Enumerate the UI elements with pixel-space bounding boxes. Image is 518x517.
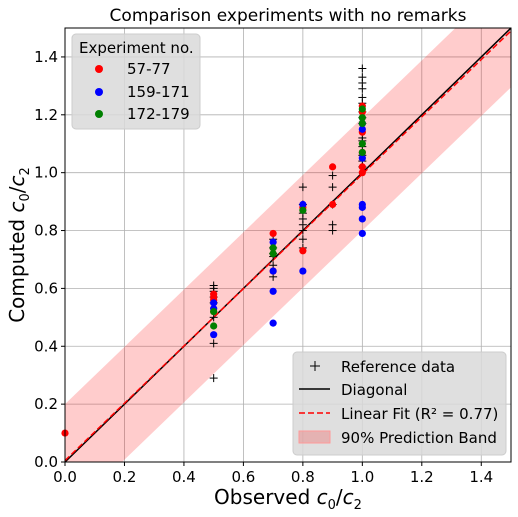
point-57-77-5	[269, 229, 277, 238]
points-layer	[61, 64, 367, 437]
y-tick-label-4: 0.8	[34, 222, 58, 240]
legend-label-band: 90% Prediction Band	[341, 429, 497, 447]
point-reference-data-19	[298, 226, 307, 235]
legend-experiments: Experiment no. 57-77 159-171 172-179	[71, 33, 201, 130]
point-159-171-4	[269, 238, 277, 246]
y-tick-label-5: 1.0	[34, 164, 58, 182]
point-57-77-10	[329, 200, 337, 209]
point-172-179-3	[269, 250, 277, 258]
legend-series-box	[292, 351, 507, 456]
legend-marker-172-179	[95, 110, 103, 118]
point-reference-data-27	[358, 64, 367, 73]
point-159-171-3	[269, 319, 277, 327]
legend-marker-57-77	[95, 65, 103, 73]
point-172-179-4	[299, 206, 307, 214]
point-reference-data-7	[209, 374, 218, 383]
legend-series: Reference data Diagonal Linear Fit (R² =…	[292, 351, 507, 456]
point-reference-data-22	[328, 171, 337, 180]
y-tick-label-3: 0.6	[34, 279, 58, 297]
y-tick-label-0: 0.0	[34, 453, 58, 471]
legend-experiments-box	[71, 33, 201, 130]
linear-fit-line	[65, 30, 511, 462]
y-tick-label-2: 0.4	[34, 337, 58, 355]
point-57-77-9	[329, 163, 337, 171]
point-159-171-7	[299, 200, 307, 209]
point-172-179-6	[358, 114, 366, 122]
legend-label-linear-fit: Linear Fit (R² = 0.77)	[341, 405, 498, 423]
x-tick-label-6: 1.2	[410, 468, 434, 486]
x-tick-label-1: 0.2	[113, 468, 137, 486]
plot-frame	[64, 27, 512, 463]
point-57-77-16	[358, 169, 366, 177]
point-172-179-7	[358, 119, 366, 128]
y-tick-label-6: 1.2	[34, 106, 58, 124]
point-159-171-11	[358, 154, 366, 162]
legend-label-diagonal: Diagonal	[341, 381, 407, 399]
chart-title: Comparison experiments with no remarks	[110, 6, 467, 26]
legend-label-172-179: 172-179	[127, 105, 190, 123]
point-reference-data-23	[328, 183, 337, 192]
x-tick-label-5: 1.0	[350, 468, 374, 486]
point-159-171-14	[358, 215, 366, 223]
point-reference-data-14	[298, 183, 307, 192]
point-159-171-10	[358, 125, 366, 133]
point-reference-data-30	[358, 84, 367, 93]
x-tick-label-3: 0.6	[231, 468, 255, 486]
legend-marker-159-171	[95, 88, 103, 96]
point-172-179-9	[358, 148, 366, 157]
point-159-171-8	[299, 267, 307, 275]
legend-label-reference: Reference data	[341, 358, 455, 376]
x-tick-label-4: 0.8	[291, 468, 315, 486]
point-reference-data-6	[209, 339, 218, 348]
x-tick-label-0: 0.0	[53, 468, 77, 486]
x-axis-title: Observed c0/c2	[214, 485, 362, 513]
legend-label-57-77: 57-77	[127, 60, 171, 78]
point-159-171-0	[210, 299, 218, 307]
point-reference-data-20	[298, 235, 307, 244]
lines-layer	[65, 28, 511, 462]
point-159-171-5	[269, 267, 277, 275]
point-57-77-7	[299, 247, 307, 255]
point-172-179-0	[210, 307, 218, 316]
legend-marker-reference	[310, 361, 320, 371]
y-tick-label-1: 0.2	[34, 395, 58, 413]
point-172-179-1	[210, 322, 218, 330]
point-159-171-6	[269, 287, 277, 295]
point-159-171-2	[210, 331, 218, 339]
ticks-layer: 0.0 0.2 0.4 0.6 0.8 1.0 1.2 1.4 0.0 0.2 0.4 0.6 0.8 1…	[34, 48, 493, 486]
x-tick-label-2: 0.4	[172, 468, 196, 486]
legend-experiments-title: Experiment no.	[79, 39, 194, 57]
point-172-179-8	[358, 140, 366, 148]
point-172-179-2	[269, 244, 277, 252]
y-tick-label-7: 1.4	[34, 48, 58, 66]
y-axis-title: Computed c0/c2	[5, 167, 33, 323]
legend-marker-band	[298, 430, 331, 444]
x-tick-label-7: 1.4	[469, 468, 493, 486]
point-172-179-5	[358, 105, 366, 113]
point-57-77-15	[358, 163, 366, 171]
point-159-171-13	[358, 203, 366, 211]
point-159-171-15	[358, 229, 366, 238]
point-reference-data-26	[328, 226, 337, 235]
legend-label-159-171: 159-171	[127, 83, 190, 101]
